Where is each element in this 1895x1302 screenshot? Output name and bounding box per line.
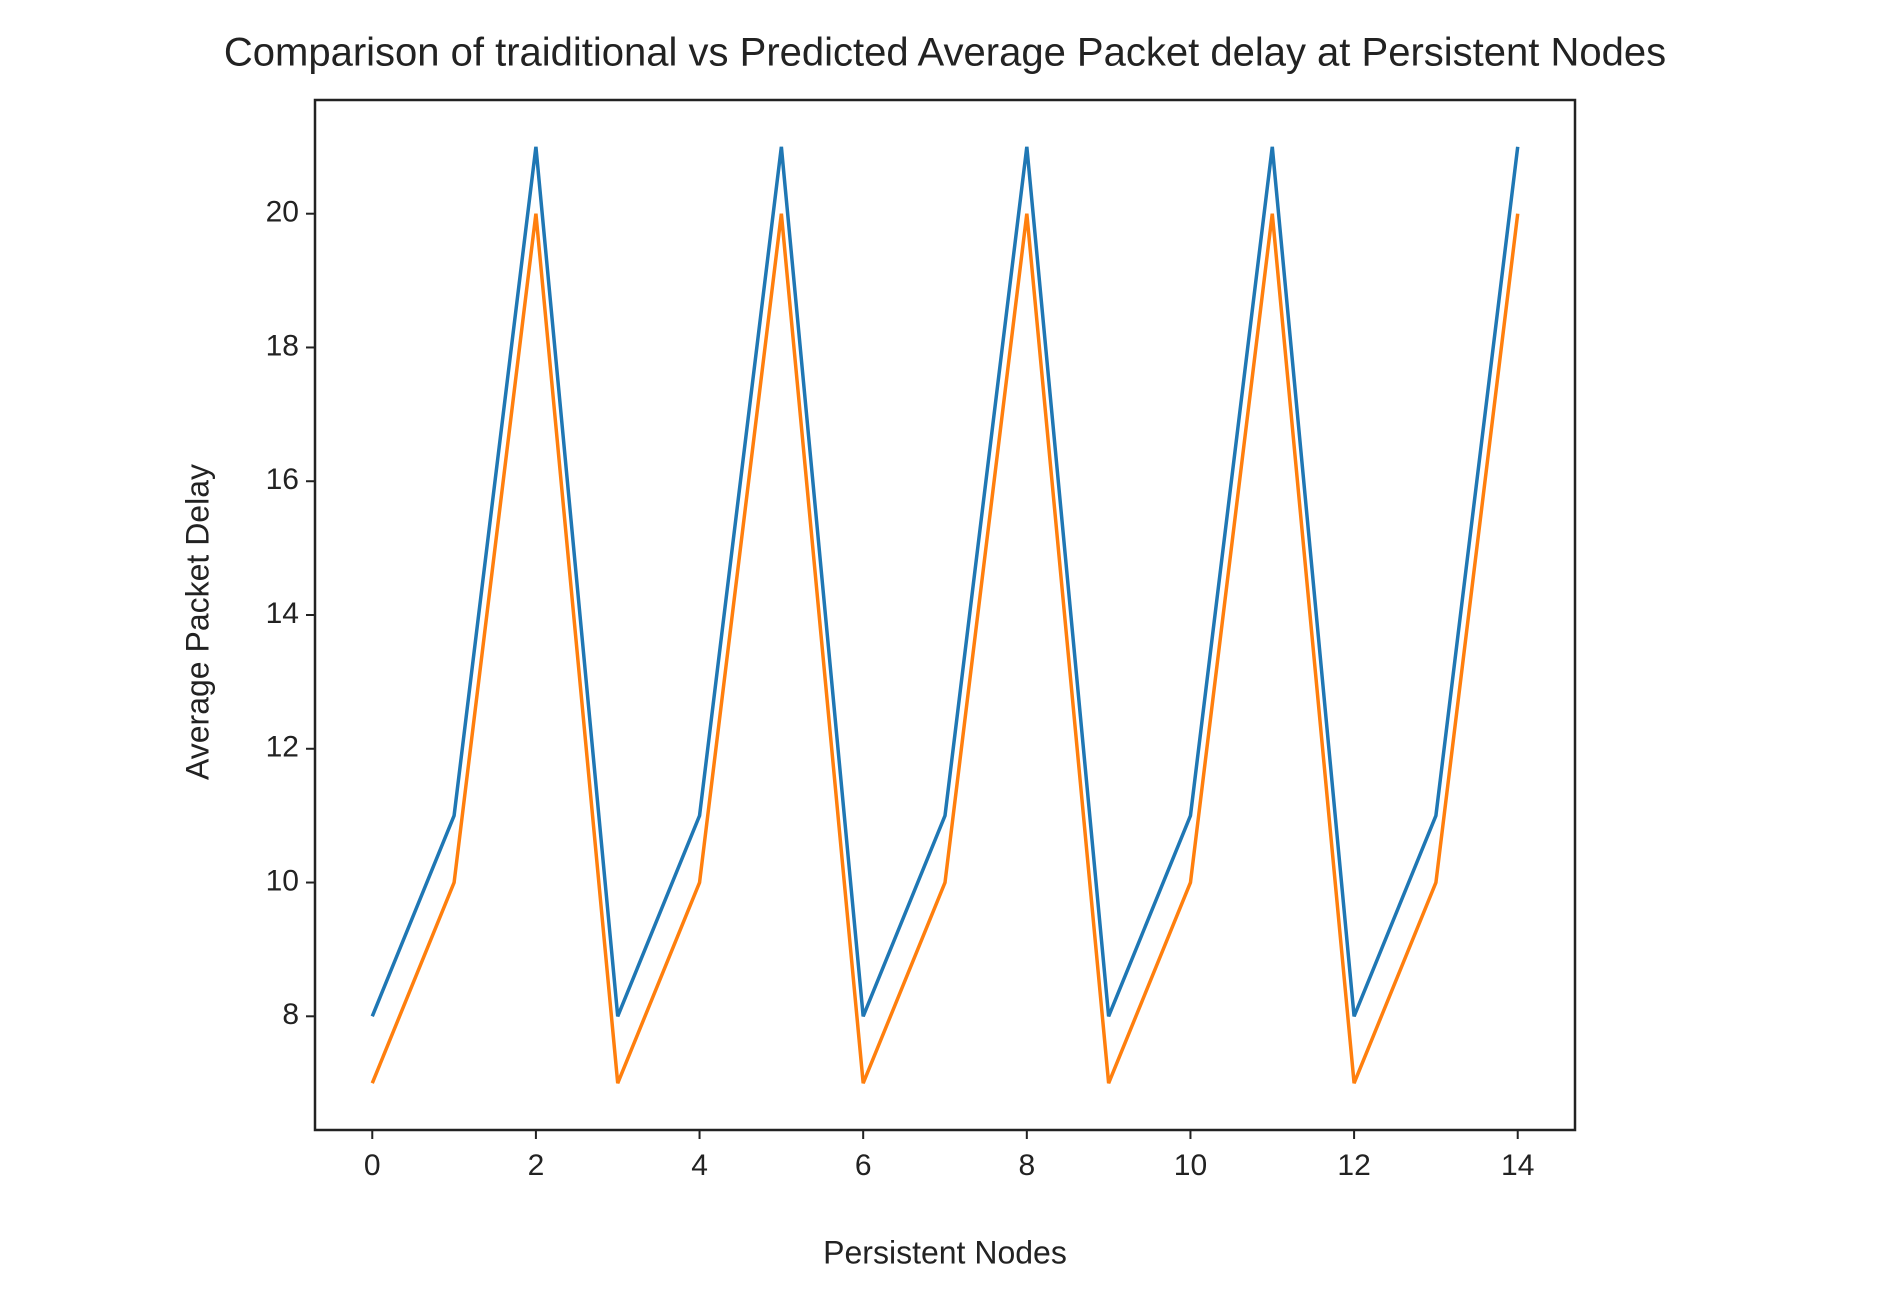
x-tick-label: 14 <box>1501 1149 1534 1182</box>
y-tick-label: 16 <box>266 463 299 496</box>
x-tick-label: 0 <box>364 1149 381 1182</box>
y-tick-label: 14 <box>266 597 299 630</box>
x-tick-label: 4 <box>691 1149 708 1182</box>
x-tick-label: 12 <box>1337 1149 1370 1182</box>
chart-title: Comparison of traiditional vs Predicted … <box>224 31 1666 75</box>
y-tick-label: 8 <box>282 998 299 1031</box>
series-line <box>370 213 1520 1084</box>
x-tick-label: 2 <box>528 1149 545 1182</box>
x-axis-label: Persistent Nodes <box>823 1234 1067 1270</box>
x-tick-label: 8 <box>1018 1149 1035 1182</box>
x-tick-label: 6 <box>855 1149 872 1182</box>
plot-frame <box>313 98 1577 1132</box>
series-line <box>370 146 1520 1017</box>
y-tick-label: 18 <box>266 329 299 362</box>
y-tick-label: 20 <box>266 196 299 229</box>
y-tick-label: 10 <box>266 864 299 897</box>
y-axis-label: Average Packet Delay <box>179 464 215 780</box>
x-tick-label: 10 <box>1174 1149 1207 1182</box>
y-tick-label: 12 <box>266 731 299 764</box>
